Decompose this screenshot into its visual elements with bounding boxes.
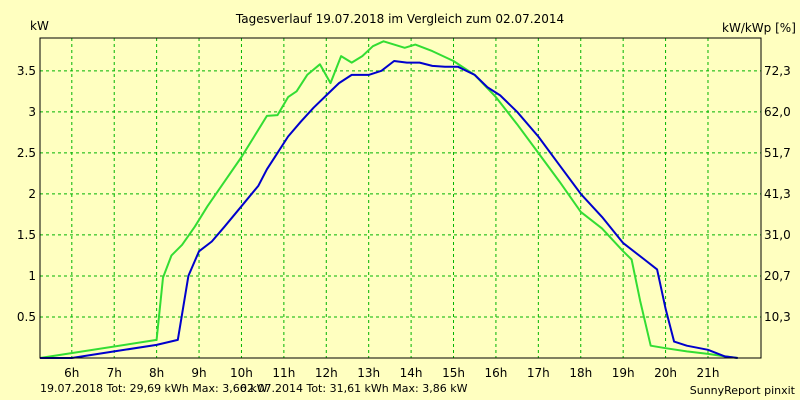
legend-2018-summary: 19.07.2018 Tot: 29,69 kWh Max: 3,66 kW: [40, 382, 268, 395]
x-tick-label: 11h: [272, 366, 295, 380]
x-tick-label: 21h: [697, 366, 720, 380]
y-tick-label-right: 51,7: [764, 146, 791, 160]
x-tick-label: 13h: [357, 366, 380, 380]
grid: [40, 38, 761, 358]
plot-frame: [39, 37, 762, 359]
credit-text: SunnyReport pinxit: [690, 384, 796, 397]
x-tick-label: 6h: [64, 366, 79, 380]
x-tick-label: 8h: [149, 366, 164, 380]
x-tick-label: 20h: [654, 366, 677, 380]
y-tick-label-right: 31,0: [764, 228, 791, 242]
y-tick-label-left: 0.5: [17, 310, 36, 324]
x-tick-labels: 6h 7h 8h 9h 10h 11h 12h 13h 14h 15h 16h 17h 18h 19h 20…: [64, 366, 719, 380]
chart-title: Tagesverlauf 19.07.2018 im Vergleich zum…: [235, 12, 564, 26]
y-axis-right-label: kW/kWp [%]: [722, 21, 796, 35]
y-tick-label-right: 62,0: [764, 105, 791, 119]
y-tick-label-left: 1: [28, 269, 36, 283]
series-lines: [39, 40, 738, 359]
y-tick-labels-left: 0.5 1 1.5 2 2.5 3 3.5: [17, 64, 36, 324]
y-tick-label-left: 3.5: [17, 64, 36, 78]
x-tick-label: 16h: [484, 366, 507, 380]
y-tick-label-left: 2: [28, 187, 36, 201]
x-tick-label: 9h: [191, 366, 206, 380]
x-tick-label: 15h: [442, 366, 465, 380]
x-tick-label: 19h: [612, 366, 635, 380]
y-tick-label-left: 3: [28, 105, 36, 119]
y-tick-label-right: 72,3: [764, 64, 791, 78]
legend-2014-summary: 02.07.2014 Tot: 31,61 kWh Max: 3,86 kW: [240, 382, 468, 395]
x-tick-label: 12h: [315, 366, 338, 380]
y-tick-labels-right: 10,3 20,7 31,0 41,3 51,7 62,0 72,3: [764, 64, 791, 324]
x-tick-label: 18h: [569, 366, 592, 380]
y-tick-label-left: 1.5: [17, 228, 36, 242]
x-tick-label: 14h: [400, 366, 423, 380]
x-tick-label: 17h: [527, 366, 550, 380]
series-line-02-07-2014: [39, 40, 738, 359]
y-tick-label-left: 2.5: [17, 146, 36, 160]
x-tick-label: 7h: [107, 366, 122, 380]
y-tick-label-right: 20,7: [764, 269, 791, 283]
y-tick-label-right: 10,3: [764, 310, 791, 324]
x-tick-label: 10h: [230, 366, 253, 380]
y-axis-left-label: kW: [30, 19, 49, 33]
y-tick-label-right: 41,3: [764, 187, 791, 201]
series-line-19-07-2018: [40, 60, 738, 359]
